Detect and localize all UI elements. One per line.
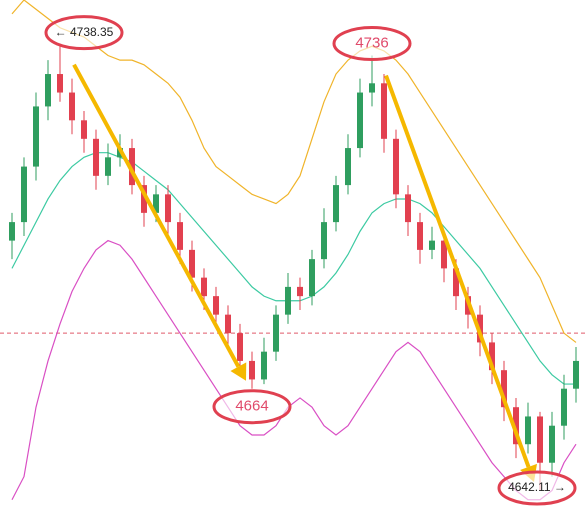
- annotation-label: 4736: [355, 34, 388, 51]
- trend-arrow: [72, 63, 241, 368]
- candle-body: [249, 360, 255, 380]
- candle-body: [501, 370, 507, 408]
- candle-body: [429, 240, 435, 250]
- band-line: [11, 152, 576, 385]
- candle-body: [297, 286, 303, 297]
- candle-body: [177, 222, 183, 250]
- candle-body: [105, 157, 111, 176]
- candle-body: [81, 120, 87, 139]
- trend-arrow-head: [230, 362, 247, 381]
- candle-body: [57, 74, 63, 93]
- candle-body: [201, 277, 207, 297]
- candle-body: [369, 83, 375, 93]
- candle-body: [9, 222, 15, 241]
- annotation-ellipse: [44, 15, 124, 51]
- candle-body: [153, 194, 159, 213]
- annotation-ellipse: [497, 470, 577, 506]
- candle-body: [537, 416, 543, 463]
- candle-body: [129, 148, 135, 186]
- candle-body: [441, 240, 447, 269]
- annotation-label: 4664: [235, 398, 268, 415]
- candle-body: [21, 166, 27, 223]
- candle-body: [417, 222, 423, 250]
- candle-body: [213, 296, 219, 315]
- candle-body: [261, 351, 267, 380]
- candle-body: [549, 425, 555, 463]
- candle-body: [453, 268, 459, 297]
- candle-body: [573, 360, 579, 389]
- candle-body: [561, 388, 567, 426]
- candle-body: [321, 222, 327, 260]
- trend-arrow: [384, 74, 531, 468]
- candle-body: [381, 83, 387, 139]
- candle-body: [189, 249, 195, 278]
- band-line: [11, 0, 577, 343]
- candle-body: [237, 333, 243, 361]
- candle-body: [93, 138, 99, 176]
- annotation-label: 4642.11 →: [508, 480, 566, 494]
- candle-body: [333, 185, 339, 223]
- candle-body: [45, 74, 51, 107]
- candle-body: [141, 185, 147, 213]
- band-line: [11, 239, 577, 501]
- candle-body: [405, 194, 411, 223]
- candle-body: [69, 92, 75, 121]
- candle-body: [225, 314, 231, 334]
- candle-body: [285, 286, 291, 315]
- annotation-ellipse: [212, 389, 292, 425]
- annotation-ellipse: [332, 26, 412, 62]
- candle-body: [345, 148, 351, 186]
- candle-body: [393, 138, 399, 195]
- annotation-label: ← 4738.35: [55, 25, 114, 39]
- candle-body: [33, 106, 39, 167]
- candle-body: [513, 407, 519, 445]
- candle-body: [525, 416, 531, 445]
- candle-body: [489, 342, 495, 371]
- candle-body: [357, 92, 363, 149]
- candle-body: [165, 194, 171, 223]
- candle-body: [309, 259, 315, 297]
- candle-body: [273, 314, 279, 352]
